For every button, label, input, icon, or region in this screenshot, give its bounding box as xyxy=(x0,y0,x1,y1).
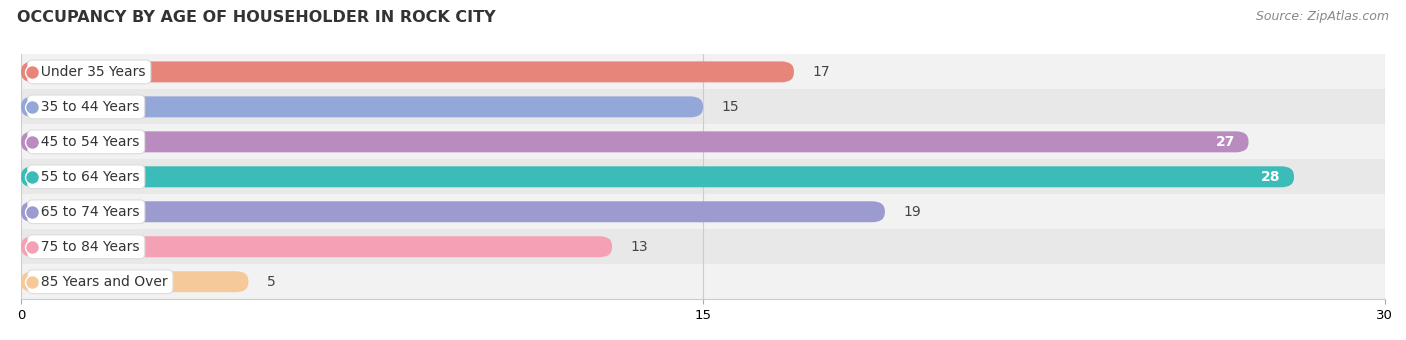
Text: 5: 5 xyxy=(267,275,276,289)
Bar xyxy=(21,159,1385,194)
Text: Source: ZipAtlas.com: Source: ZipAtlas.com xyxy=(1256,10,1389,23)
Text: 65 to 74 Years: 65 to 74 Years xyxy=(32,205,141,219)
Bar xyxy=(21,89,1385,124)
Bar xyxy=(21,194,1385,229)
Text: 55 to 64 Years: 55 to 64 Years xyxy=(32,170,141,184)
FancyBboxPatch shape xyxy=(21,201,884,222)
Text: 45 to 54 Years: 45 to 54 Years xyxy=(32,135,139,149)
FancyBboxPatch shape xyxy=(21,62,794,82)
Text: 13: 13 xyxy=(630,240,648,254)
FancyBboxPatch shape xyxy=(21,236,612,257)
Text: 35 to 44 Years: 35 to 44 Years xyxy=(32,100,139,114)
Bar xyxy=(21,229,1385,264)
Bar xyxy=(21,124,1385,159)
FancyBboxPatch shape xyxy=(21,96,703,117)
Text: 19: 19 xyxy=(903,205,921,219)
FancyBboxPatch shape xyxy=(21,131,1249,152)
Text: 15: 15 xyxy=(721,100,738,114)
Text: 75 to 84 Years: 75 to 84 Years xyxy=(32,240,141,254)
Text: OCCUPANCY BY AGE OF HOUSEHOLDER IN ROCK CITY: OCCUPANCY BY AGE OF HOUSEHOLDER IN ROCK … xyxy=(17,10,495,25)
FancyBboxPatch shape xyxy=(21,166,1294,187)
Bar xyxy=(21,264,1385,299)
Bar xyxy=(21,54,1385,89)
Text: Under 35 Years: Under 35 Years xyxy=(32,65,146,79)
FancyBboxPatch shape xyxy=(21,271,249,292)
Text: 27: 27 xyxy=(1216,135,1234,149)
Text: 85 Years and Over: 85 Years and Over xyxy=(32,275,169,289)
Text: 17: 17 xyxy=(813,65,830,79)
Text: 28: 28 xyxy=(1261,170,1281,184)
